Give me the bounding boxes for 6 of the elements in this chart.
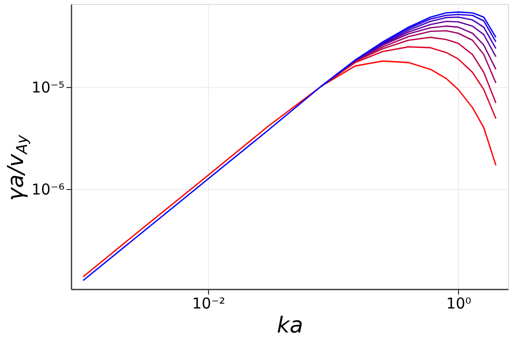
x-tick-label: 10⁰ bbox=[446, 294, 472, 312]
y-tick-label: 10⁻⁵ bbox=[31, 78, 64, 97]
y-tick-label: 10⁻⁶ bbox=[31, 180, 64, 198]
x-tick-label: 10⁻² bbox=[192, 294, 226, 312]
y-axis-title: γa/vAy bbox=[4, 134, 31, 201]
x-axis-title: ka bbox=[276, 314, 304, 338]
